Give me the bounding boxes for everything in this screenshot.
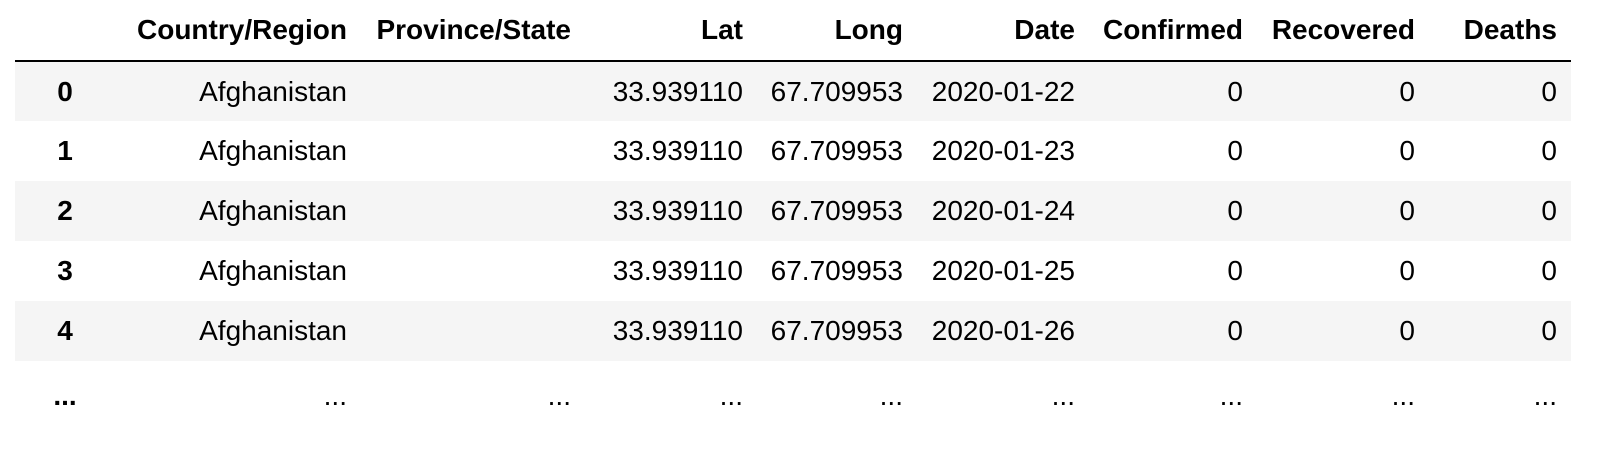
cell-province-state <box>361 301 585 361</box>
cell-recovered: 0 <box>1399 255 1415 286</box>
cell-date: 2020-01-22 <box>931 75 1075 107</box>
cell-ellipsis: ... <box>1533 380 1557 411</box>
cell-long: 67.709953 <box>770 195 903 226</box>
column-header-date: Date <box>1014 14 1075 45</box>
cell-date: 2020-01-26 <box>931 315 1075 346</box>
cell-ellipsis: ... <box>879 380 903 411</box>
cell-recovered: 0 <box>1399 75 1415 107</box>
cell-lat: 33.939110 <box>612 135 743 166</box>
cell-confirmed: 0 <box>1227 135 1243 166</box>
column-header-deaths: Deaths <box>1463 14 1557 45</box>
cell-date: 2020-01-24 <box>931 195 1075 226</box>
cell-country-region: Afghanistan <box>199 135 347 166</box>
cell-province-state <box>361 121 585 181</box>
cell-province-state <box>361 241 585 301</box>
cell-country-region: Afghanistan <box>199 75 347 107</box>
row-index: 1 <box>57 135 73 166</box>
table-row: 0 Afghanistan 33.939110 67.709953 2020-0… <box>15 61 1571 121</box>
cell-ellipsis: ... <box>1219 380 1243 411</box>
table-row: 1 Afghanistan 33.939110 67.709953 2020-0… <box>15 121 1571 181</box>
column-header-country-region: Country/Region <box>137 14 347 45</box>
column-header-confirmed: Confirmed <box>1103 14 1243 45</box>
cell-lat: 33.939110 <box>612 195 743 226</box>
dataframe-table: Country/Region Province/State Lat Long D… <box>15 0 1571 431</box>
table-row: 4 Afghanistan 33.939110 67.709953 2020-0… <box>15 301 1571 361</box>
cell-long: 67.709953 <box>770 255 903 286</box>
column-header-province-state: Province/State <box>376 14 571 45</box>
cell-long: 67.709953 <box>770 75 903 107</box>
column-header-lat: Lat <box>701 14 743 45</box>
cell-deaths: 0 <box>1541 75 1557 107</box>
column-header-long: Long <box>834 14 903 45</box>
cell-deaths: 0 <box>1541 315 1557 346</box>
cell-ellipsis: ... <box>719 380 743 411</box>
row-index: 3 <box>57 255 73 286</box>
cell-date: 2020-01-23 <box>931 135 1075 166</box>
row-index: 0 <box>57 75 73 107</box>
cell-deaths: 0 <box>1541 195 1557 226</box>
cell-ellipsis: ... <box>1051 380 1075 411</box>
cell-confirmed: 0 <box>1227 255 1243 286</box>
cell-ellipsis: ... <box>547 380 571 411</box>
dataframe-output: Country/Region Province/State Lat Long D… <box>15 0 1571 431</box>
table-row: 3 Afghanistan 33.939110 67.709953 2020-0… <box>15 241 1571 301</box>
cell-long: 67.709953 <box>770 315 903 346</box>
row-index: 2 <box>57 195 73 226</box>
cell-recovered: 0 <box>1399 195 1415 226</box>
cell-date: 2020-01-25 <box>931 255 1075 286</box>
ellipsis-row: ... ... ... ... ... ... ... ... ... <box>15 361 1571 431</box>
table-row: 2 Afghanistan 33.939110 67.709953 2020-0… <box>15 181 1571 241</box>
index-header <box>15 0 115 61</box>
cell-ellipsis: ... <box>1391 380 1415 411</box>
cell-lat: 33.939110 <box>612 75 743 107</box>
cell-lat: 33.939110 <box>612 255 743 286</box>
cell-country-region: Afghanistan <box>199 255 347 286</box>
cell-deaths: 0 <box>1541 255 1557 286</box>
cell-ellipsis: ... <box>323 380 347 411</box>
cell-lat: 33.939110 <box>612 315 743 346</box>
cell-confirmed: 0 <box>1227 75 1243 107</box>
cell-recovered: 0 <box>1399 135 1415 166</box>
cell-deaths: 0 <box>1541 135 1557 166</box>
cell-province-state <box>361 181 585 241</box>
cell-long: 67.709953 <box>770 135 903 166</box>
cell-province-state <box>361 61 585 121</box>
row-index-ellipsis: ... <box>53 380 77 411</box>
column-header-recovered: Recovered <box>1271 14 1415 45</box>
row-index: 4 <box>57 315 73 346</box>
header-row: Country/Region Province/State Lat Long D… <box>15 0 1571 61</box>
cell-confirmed: 0 <box>1227 315 1243 346</box>
cell-country-region: Afghanistan <box>199 315 347 346</box>
cell-confirmed: 0 <box>1227 195 1243 226</box>
cell-country-region: Afghanistan <box>199 195 347 226</box>
cell-recovered: 0 <box>1399 315 1415 346</box>
